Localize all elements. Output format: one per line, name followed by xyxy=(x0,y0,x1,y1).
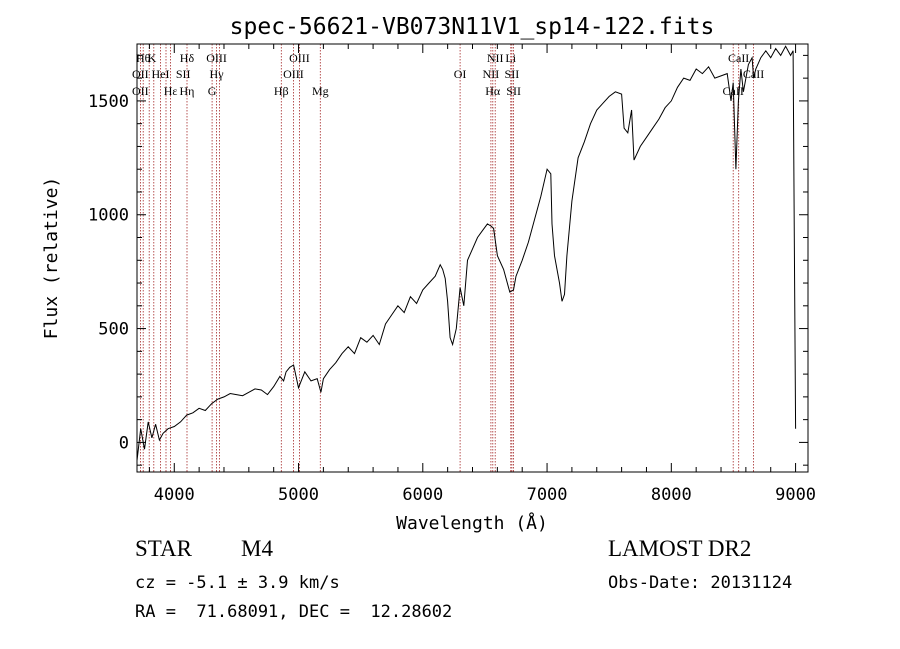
x-tick-label: 7000 xyxy=(527,485,568,505)
y-tick-label: 1500 xyxy=(88,92,129,112)
line-label: HeI xyxy=(151,67,169,81)
y-tick-label: 500 xyxy=(98,320,129,340)
spectrum-line xyxy=(136,45,797,461)
velocity-readout: cz = -5.1 ± 3.9 km/s xyxy=(135,573,340,593)
x-tick-label: 9000 xyxy=(775,485,816,505)
coordinates-readout: RA = 71.68091, DEC = 12.28602 xyxy=(135,602,453,622)
x-axis-label: Wavelength (Å) xyxy=(396,512,548,534)
line-label: Li xyxy=(505,51,516,65)
line-label: Hθ xyxy=(136,51,151,65)
line-label: CaII xyxy=(728,51,749,65)
line-label: Hδ xyxy=(180,51,195,65)
survey-name: LAMOST DR2 xyxy=(608,536,752,561)
plot-frame xyxy=(136,43,809,473)
line-label: Mg xyxy=(312,84,329,98)
line-label: CaII xyxy=(723,84,744,98)
x-tick-label: 4000 xyxy=(154,485,195,505)
line-label: Hγ xyxy=(210,67,225,81)
line-label: Hβ xyxy=(274,84,289,98)
object-class: STAR xyxy=(135,536,192,561)
x-tick-label: 8000 xyxy=(651,485,692,505)
line-label: OI xyxy=(454,67,467,81)
line-label: Hε xyxy=(164,84,178,98)
line-label: G xyxy=(208,84,217,98)
line-label: Hη xyxy=(179,84,194,98)
line-label: SII xyxy=(506,84,521,98)
object-subclass: M4 xyxy=(241,536,273,561)
line-label: SII xyxy=(505,67,520,81)
line-label: OIII xyxy=(283,67,304,81)
chart-title: spec-56621-VB073N11V1_sp14-122.fits xyxy=(230,14,715,40)
x-tick-label: 6000 xyxy=(402,485,443,505)
line-label: OII xyxy=(132,84,149,98)
line-label: NII xyxy=(483,67,500,81)
line-label: OII xyxy=(132,67,149,81)
line-label: SII xyxy=(176,67,191,81)
line-label: K xyxy=(148,51,157,65)
line-label: NII xyxy=(487,51,504,65)
line-label: OIII xyxy=(206,51,227,65)
line-label: OIII xyxy=(289,51,310,65)
line-label: Hα xyxy=(485,84,501,98)
line-label: CaII xyxy=(743,67,764,81)
y-tick-label: 0 xyxy=(119,433,129,453)
obs-date: Obs-Date: 20131124 xyxy=(608,573,793,593)
x-tick-label: 5000 xyxy=(278,485,319,505)
y-axis-label: Flux (relative) xyxy=(41,177,62,340)
y-tick-label: 1000 xyxy=(88,206,129,226)
